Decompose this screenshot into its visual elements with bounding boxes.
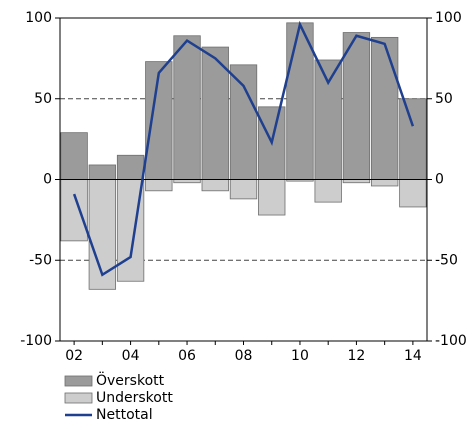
line: [72, 20, 415, 277]
bar: [370, 36, 399, 180]
bar: [173, 35, 201, 180]
x-tick-label: 04: [122, 348, 140, 364]
y2-tick-label: -100: [435, 333, 467, 349]
x-tick-label: 14: [404, 348, 422, 364]
bar: [314, 179, 342, 203]
bar: [88, 164, 117, 180]
legend-label: Underskott: [96, 390, 173, 406]
x-tick-label: 06: [178, 348, 196, 364]
y2-tick-label: -50: [435, 252, 458, 268]
bar: [116, 154, 145, 180]
x-tick-label: 10: [291, 348, 309, 364]
bar: [399, 98, 427, 180]
legend-label: Överskott: [96, 371, 165, 389]
x-tick-label: 08: [235, 348, 253, 364]
x-tick-label: 12: [348, 348, 366, 364]
bar: [399, 179, 427, 208]
x-tick-label: 02: [65, 348, 83, 364]
y-tick-label: -50: [29, 252, 52, 268]
legend-swatch: [64, 392, 93, 404]
y-tick-label: -100: [20, 333, 52, 349]
y-tick-label: 100: [25, 10, 52, 26]
y-tick-label: 50: [34, 91, 52, 107]
bar: [370, 179, 399, 187]
bar: [258, 179, 286, 216]
bar: [342, 32, 371, 180]
bar: [145, 61, 173, 180]
bar: [229, 64, 258, 180]
bar: [60, 179, 88, 242]
legend-label: Nettotal: [96, 407, 153, 423]
bar: [60, 132, 88, 180]
bar: [201, 179, 229, 192]
y2-tick-label: 50: [435, 91, 453, 107]
legend-swatch: [64, 375, 93, 387]
bar: [314, 59, 342, 180]
bar: [229, 179, 258, 200]
bar: [145, 179, 173, 192]
y-tick-label: 0: [43, 172, 52, 188]
y2-tick-label: 100: [435, 10, 462, 26]
y2-tick-label: 0: [435, 172, 444, 188]
